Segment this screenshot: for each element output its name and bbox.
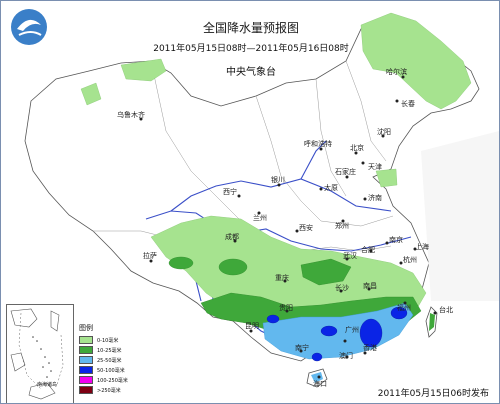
legend-label: 10-25毫米 <box>97 347 122 354</box>
city-label: 乌鲁木齐 <box>117 111 145 119</box>
city-label: 西宁 <box>223 188 237 196</box>
city-label: 杭州 <box>403 256 417 264</box>
issue-time: 2011年05月15日06时发布 <box>377 389 489 399</box>
city-label: 郑州 <box>335 222 349 230</box>
map-title: 全国降水量预报图 <box>202 21 299 35</box>
city-label: 天津 <box>368 163 382 171</box>
city-label: 太原 <box>324 184 338 192</box>
legend-item: >250毫米 <box>79 385 149 395</box>
legend-label: 25-50毫米 <box>97 357 122 364</box>
legend-item: 50-100毫米 <box>79 365 149 375</box>
city-label: 海口 <box>313 380 327 388</box>
inset-label: 南海诸岛 <box>37 382 58 388</box>
legend-swatch <box>79 366 93 374</box>
south-china-sea-inset: 南海诸岛 <box>6 304 74 403</box>
legend-item: 10-25毫米 <box>79 345 149 355</box>
legend-swatch <box>79 376 93 384</box>
city-label: 贵阳 <box>279 304 293 312</box>
city-label: 合肥 <box>361 246 375 254</box>
city-label: 福州 <box>397 304 411 312</box>
city-label: 沈阳 <box>377 128 391 136</box>
legend: 图例 0-10毫米 10-25毫米 25-50毫米 50-100毫米 100-2… <box>79 323 149 395</box>
city-label: 济南 <box>368 194 382 202</box>
city-label: 南宁 <box>295 344 309 352</box>
city-label: 广州 <box>345 326 359 334</box>
city-label: 香港 <box>363 344 377 352</box>
city-label: 西安 <box>299 224 313 232</box>
legend-label: 0-10毫米 <box>97 337 119 344</box>
legend-swatch <box>79 386 93 394</box>
rain-band-50-100 <box>266 306 408 362</box>
legend-label: 100-250毫米 <box>97 377 128 384</box>
legend-label: >250毫米 <box>97 387 121 394</box>
legend-swatch <box>79 356 93 364</box>
city-label: 台北 <box>439 306 453 314</box>
legend-item: 0-10毫米 <box>79 335 149 345</box>
legend-item: 100-250毫米 <box>79 375 149 385</box>
agency-name: 中央气象台 <box>226 67 276 78</box>
forecast-period: 2011年05月15日08时—2011年05月16日08时 <box>153 44 349 54</box>
city-label: 成都 <box>225 233 239 241</box>
city-label: 哈尔滨 <box>386 68 407 76</box>
legend-swatch <box>79 336 93 344</box>
legend-title: 图例 <box>79 324 93 332</box>
city-label: 石家庄 <box>335 168 356 176</box>
legend-item: 25-50毫米 <box>79 355 149 365</box>
city-label: 北京 <box>350 144 364 152</box>
legend-label: 50-100毫米 <box>97 367 125 374</box>
city-label: 长沙 <box>335 284 349 292</box>
inset-map <box>10 308 64 400</box>
city-label: 呼和浩特 <box>304 140 332 148</box>
city-label: 重庆 <box>275 274 289 282</box>
city-label: 长春 <box>401 100 415 108</box>
city-label: 上海 <box>415 243 429 251</box>
legend-swatch <box>79 346 93 354</box>
city-label: 拉萨 <box>143 252 157 260</box>
city-label: 兰州 <box>253 214 267 222</box>
city-label: 武汉 <box>343 252 357 260</box>
city-label: 昆明 <box>245 322 259 330</box>
city-label: 南京 <box>389 236 403 244</box>
cma-logo-icon <box>11 9 47 45</box>
city-label: 银川 <box>271 176 285 184</box>
city-label: 南昌 <box>363 282 377 290</box>
city-label: 澳门 <box>339 352 353 360</box>
city-dots <box>139 75 437 379</box>
